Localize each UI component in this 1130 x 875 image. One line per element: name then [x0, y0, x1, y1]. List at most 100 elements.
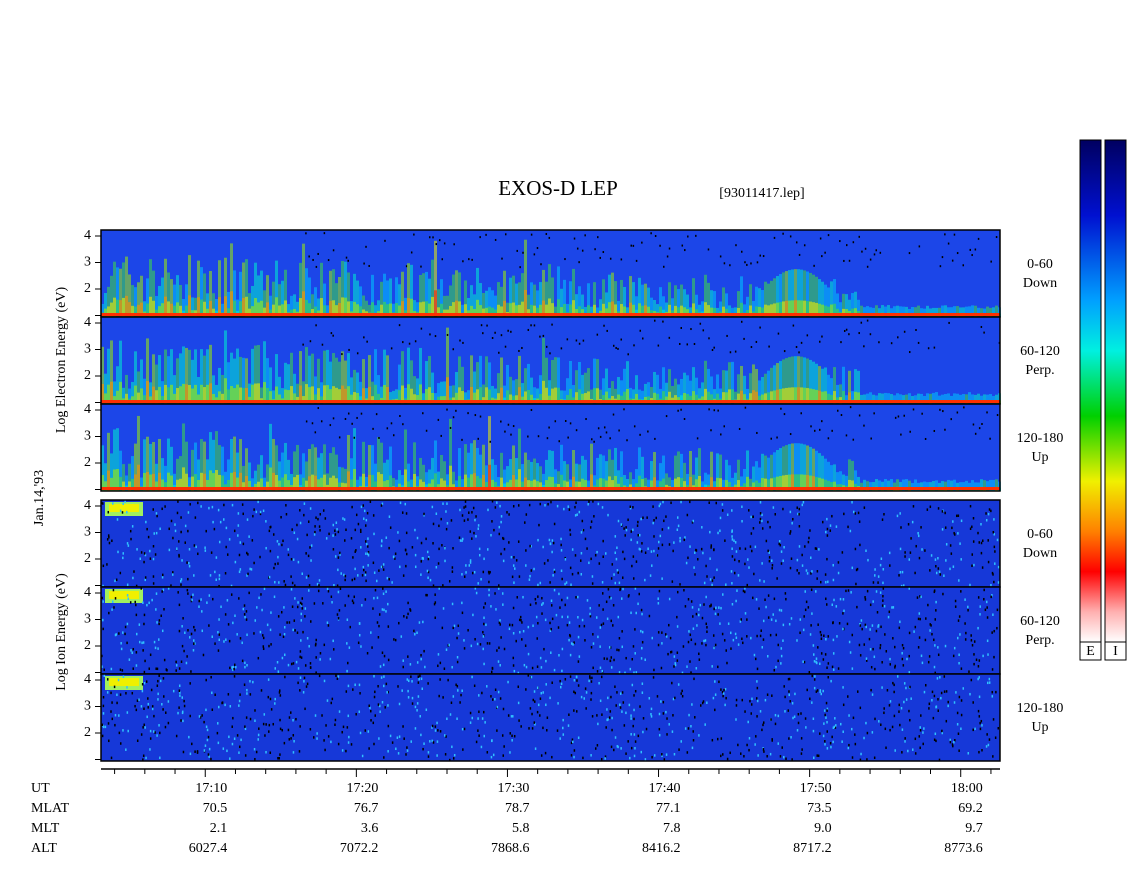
- spectrogram-dot: [644, 551, 647, 554]
- spectrogram-dot: [688, 630, 690, 633]
- spectrogram-band: [242, 465, 245, 491]
- spectrogram-dot: [122, 556, 124, 560]
- spectrogram-dot: [852, 241, 855, 244]
- spectrogram-dot: [733, 558, 736, 562]
- spectrogram-dot: [882, 587, 885, 590]
- spectrogram-dot: [407, 679, 410, 683]
- x-tick-label: 17:30: [498, 781, 530, 796]
- spectrogram-band: [359, 286, 362, 317]
- spectrogram-dot: [110, 710, 112, 713]
- spectrogram-dot: [692, 730, 694, 733]
- spectrogram-core: [152, 473, 155, 491]
- spectrogram-dot: [953, 646, 956, 650]
- spectrogram-dot: [429, 333, 431, 336]
- spectrogram-core: [161, 303, 164, 317]
- spectrogram-dot: [339, 587, 342, 590]
- spectrogram-band: [467, 297, 470, 317]
- spectrogram-dot: [213, 527, 216, 531]
- spectrogram-dot: [439, 730, 442, 733]
- spectrogram-band: [269, 423, 272, 491]
- spectrogram-dot: [573, 709, 575, 712]
- spectrogram-dot: [267, 695, 270, 699]
- spectrogram-dot: [180, 660, 183, 663]
- spectrogram-core: [638, 303, 641, 317]
- spectrogram-dot: [690, 600, 693, 603]
- spectrogram-dot: [438, 547, 440, 551]
- spectrogram-dot: [668, 543, 671, 546]
- spectrogram-dot: [917, 534, 920, 538]
- spectrogram-dot: [573, 690, 575, 694]
- spectrogram-dot: [725, 696, 727, 700]
- spectrogram-band: [200, 267, 203, 317]
- spectrogram-core: [512, 395, 515, 404]
- spectrogram-dot: [960, 558, 962, 561]
- spectrogram-dot: [901, 651, 903, 655]
- spectrogram-dot: [188, 562, 190, 565]
- spectrogram-dot: [172, 536, 174, 540]
- spectrogram-dot: [436, 740, 439, 743]
- spectrogram-dot: [668, 336, 671, 339]
- spectrogram-dot: [842, 612, 844, 615]
- spectrogram-band: [239, 356, 242, 404]
- spectrogram-band: [482, 292, 485, 317]
- spectrogram-core: [245, 388, 248, 404]
- spectrogram-core: [248, 481, 251, 491]
- spectrogram-core: [539, 482, 542, 491]
- spectrogram-dot: [552, 541, 555, 545]
- spectrogram-dot: [642, 717, 645, 720]
- spectrogram-dot: [665, 753, 668, 756]
- spectrogram-dot: [332, 249, 335, 252]
- spectrogram-dot: [864, 623, 867, 627]
- spectrogram-core: [731, 389, 734, 404]
- spectrogram-band: [521, 273, 524, 317]
- spectrogram-band: [521, 383, 524, 404]
- spectrogram-dot: [559, 679, 561, 683]
- spectrogram-dot: [398, 324, 401, 327]
- spectrogram-band: [992, 307, 995, 317]
- x-tick-label: 17:50: [800, 781, 832, 796]
- spectrogram-dot: [197, 501, 199, 505]
- spectrogram-dot: [720, 688, 722, 691]
- spectrogram-dot: [863, 345, 865, 348]
- spectrogram-band: [188, 349, 191, 404]
- spectrogram-dot: [238, 553, 241, 557]
- spectrogram-band: [188, 477, 191, 491]
- spectrogram-dot: [808, 670, 811, 674]
- spectrogram-dot: [471, 258, 473, 261]
- spectrogram-dot: [663, 265, 665, 268]
- spectrogram-dot: [559, 606, 561, 609]
- spectrogram-dot: [170, 584, 172, 587]
- spectrogram-band: [542, 473, 545, 491]
- spectrogram-dot: [378, 436, 380, 439]
- spectrogram-dot: [259, 512, 262, 516]
- spectrogram-dot: [747, 558, 749, 561]
- spectrogram-core: [602, 478, 605, 491]
- spectrogram-dot: [263, 587, 266, 591]
- spectrogram-dot: [325, 724, 327, 727]
- spectrogram-band: [587, 368, 590, 404]
- spectrogram-band: [713, 291, 716, 317]
- spectrogram-core: [128, 302, 131, 317]
- spectrogram-dot: [866, 265, 869, 268]
- spectrogram-dot: [463, 519, 466, 522]
- spectrogram-dot: [369, 500, 372, 504]
- spectrogram-core: [170, 384, 173, 404]
- spectrogram-band: [347, 353, 350, 404]
- panel-range: 0-60: [1027, 257, 1053, 272]
- spectrogram-dot: [507, 714, 510, 717]
- spectrogram-band: [149, 382, 152, 404]
- spectrogram-dot: [154, 646, 157, 650]
- spectrogram-core: [116, 390, 119, 404]
- spectrogram-core: [260, 300, 263, 317]
- spectrogram-dot: [634, 740, 637, 743]
- spectrogram-dot: [414, 553, 417, 557]
- spectrogram-band: [548, 450, 551, 491]
- y-tick-label: 4: [84, 402, 91, 417]
- spectrogram-dot: [797, 721, 800, 725]
- spectrogram-band: [218, 260, 221, 317]
- spectrogram-band: [806, 358, 809, 404]
- spectrogram-dot: [743, 754, 745, 758]
- spectrogram-dot: [188, 735, 190, 739]
- spectrogram-dot: [528, 578, 531, 581]
- spectrogram-dot: [429, 578, 432, 582]
